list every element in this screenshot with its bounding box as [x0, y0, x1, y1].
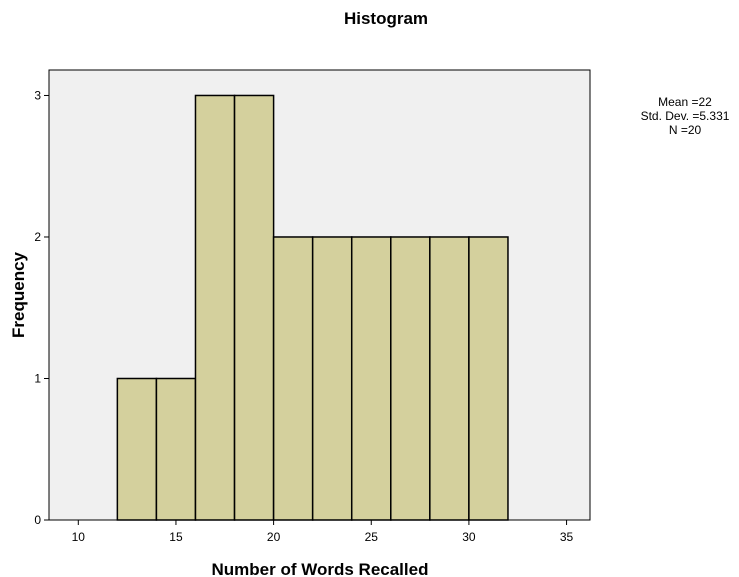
chart-title: Histogram	[344, 9, 428, 28]
y-tick-label: 2	[34, 230, 41, 244]
y-tick-label: 1	[34, 371, 41, 385]
x-tick-label: 20	[267, 530, 281, 544]
x-axis-title: Number of Words Recalled	[212, 560, 429, 577]
histogram-bar-7	[350, 236, 392, 521]
x-tick-label: 35	[560, 530, 574, 544]
x-tick-label: 15	[169, 530, 183, 544]
bars-group	[116, 94, 509, 521]
stat-n: N =20	[669, 123, 702, 137]
stat-mean: Mean =22	[658, 95, 712, 109]
histogram-bar-8	[390, 236, 431, 521]
histogram-bar-2	[155, 377, 197, 521]
stats-box: Mean =22 Std. Dev. =5.331 N =20	[641, 95, 730, 137]
histogram-bar-5	[272, 236, 314, 521]
x-axis: 10 15 20 25 30 35	[72, 520, 574, 544]
histogram-bar-3	[194, 94, 236, 521]
y-tick-label: 3	[34, 88, 41, 102]
histogram-bar-9	[429, 236, 470, 521]
x-tick-label: 30	[462, 530, 476, 544]
histogram-bar-10	[468, 236, 509, 521]
stat-std-dev: Std. Dev. =5.331	[641, 109, 730, 123]
y-axis-title: Frequency	[9, 251, 28, 338]
y-tick-label: 0	[34, 513, 41, 527]
histogram-bar-4	[233, 94, 275, 521]
x-tick-label: 25	[365, 530, 379, 544]
histogram-bar-1	[116, 377, 158, 521]
y-axis: 0 1 2 3	[34, 88, 49, 527]
histogram-bar-6	[311, 236, 353, 521]
x-tick-label: 10	[72, 530, 86, 544]
